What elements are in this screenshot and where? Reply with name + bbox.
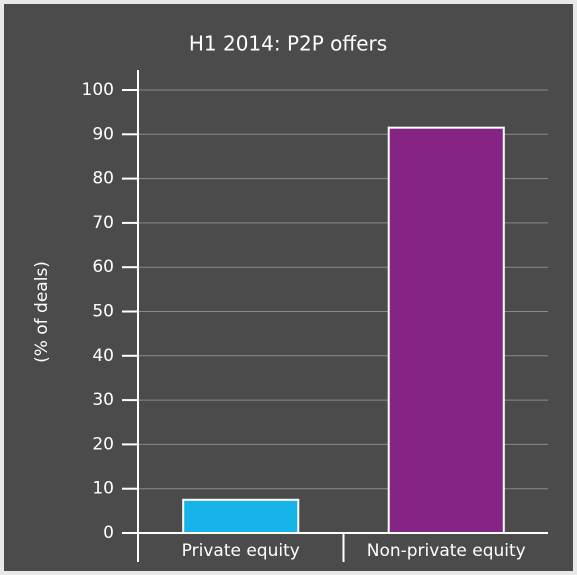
- y-tick-label: 70: [92, 213, 114, 233]
- chart-title: H1 2014: P2P offers: [189, 32, 387, 56]
- x-tick-label: Non-private equity: [367, 541, 526, 561]
- y-tick-label: 60: [92, 257, 114, 277]
- y-tick-label: 80: [92, 169, 114, 189]
- y-axis-label: (% of deals): [32, 261, 52, 363]
- y-tick-label: 30: [92, 390, 114, 410]
- y-tick-label: 90: [92, 124, 114, 144]
- y-tick-label: 50: [92, 302, 114, 322]
- y-tick-label: 20: [92, 434, 114, 454]
- y-tick-label: 40: [92, 346, 114, 366]
- y-tick-label: 10: [92, 479, 114, 499]
- bar: [387, 126, 505, 534]
- y-tick-label: 0: [103, 523, 114, 543]
- bar: [182, 498, 300, 534]
- y-tick-label: 100: [82, 80, 114, 100]
- x-tick-label: Private equity: [182, 541, 300, 561]
